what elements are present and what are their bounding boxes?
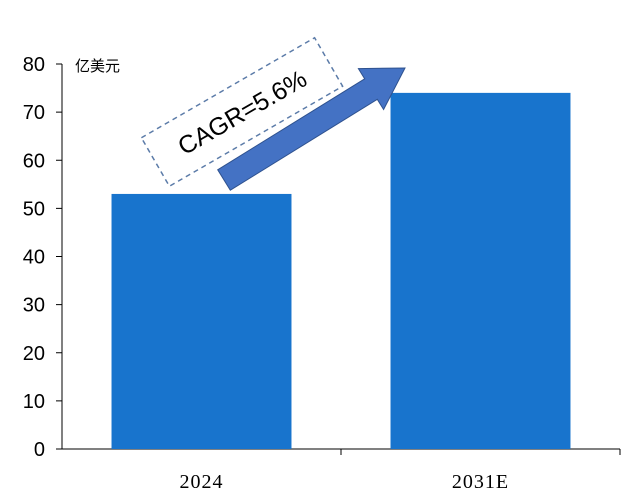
y-tick-label: 60 [23, 150, 45, 172]
y-tick-label: 0 [34, 439, 45, 461]
cagr-annotation: CAGR=5.6% [140, 36, 406, 191]
x-tick-label: 2024 [180, 471, 224, 493]
y-axis-unit-label: 亿美元 [75, 57, 120, 75]
y-tick-label: 20 [23, 343, 45, 365]
x-axis: 2024 2031E [62, 448, 621, 493]
y-tick-label: 30 [23, 295, 45, 317]
bar [390, 92, 571, 449]
y-tick-label: 80 [23, 54, 45, 76]
y-tick-label: 50 [23, 198, 45, 220]
x-tick-label: 2031E [452, 471, 509, 493]
bar [111, 193, 292, 449]
bars [111, 92, 571, 449]
y-tick-label: 70 [23, 102, 45, 124]
y-tick-label: 40 [23, 247, 45, 269]
y-axis: 0 10 20 30 40 50 60 70 80 [23, 54, 63, 461]
growth-arrow-icon [217, 67, 406, 191]
y-tick-label: 10 [23, 391, 45, 413]
